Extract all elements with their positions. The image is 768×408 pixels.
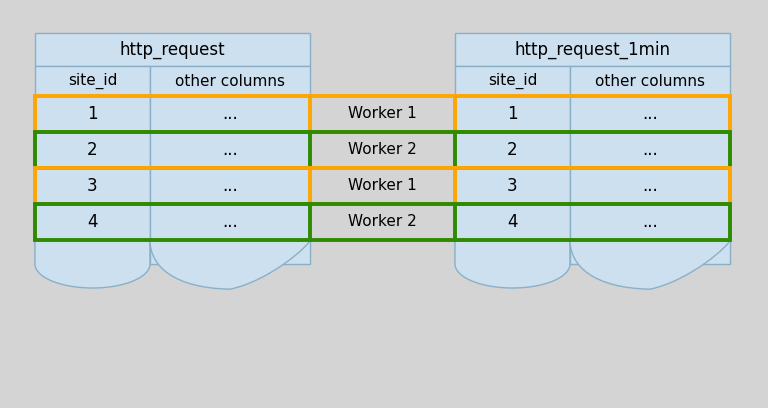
Bar [570,96,730,132]
Text: 4: 4 [507,213,518,231]
Text: 2: 2 [88,141,98,159]
Bar [150,168,310,204]
Bar [570,240,730,264]
Bar [35,66,150,96]
Bar [455,204,730,240]
Bar [35,132,310,168]
Text: ...: ... [642,141,658,159]
Text: http_request: http_request [120,40,225,59]
Text: other columns: other columns [595,73,705,89]
Bar [455,240,570,264]
Text: site_id: site_id [68,73,118,89]
Text: 1: 1 [507,105,518,123]
Text: site_id: site_id [488,73,537,89]
Bar [570,204,730,240]
Bar [455,168,570,204]
Text: http_request_1min: http_request_1min [515,40,670,59]
Bar [35,96,150,132]
Bar [35,33,310,66]
Bar [455,132,730,168]
Bar [35,132,150,168]
Text: 2: 2 [507,141,518,159]
PathPatch shape [35,240,150,288]
Bar [150,66,310,96]
Bar [570,132,730,168]
Bar [455,204,570,240]
Text: Worker 2: Worker 2 [348,215,417,229]
Bar [35,96,310,132]
Text: ...: ... [642,177,658,195]
Text: ...: ... [222,177,238,195]
Bar [455,33,730,66]
PathPatch shape [150,240,310,289]
Bar [35,204,150,240]
Bar [455,96,570,132]
Text: ...: ... [222,105,238,123]
Text: Worker 2: Worker 2 [348,142,417,157]
Text: 3: 3 [88,177,98,195]
Bar [35,168,150,204]
Bar [455,66,570,96]
Bar [150,204,310,240]
Bar [150,240,310,264]
Bar [570,168,730,204]
PathPatch shape [570,240,730,289]
Bar [35,240,150,264]
PathPatch shape [455,240,570,288]
Text: ...: ... [222,213,238,231]
Text: ...: ... [642,213,658,231]
Text: Worker 1: Worker 1 [348,179,417,193]
Bar [570,66,730,96]
Text: ...: ... [642,105,658,123]
Bar [455,132,570,168]
Bar [35,204,310,240]
Text: Worker 1: Worker 1 [348,106,417,122]
Text: other columns: other columns [175,73,285,89]
Bar [150,96,310,132]
Text: ...: ... [222,141,238,159]
Bar [455,96,730,132]
Text: 1: 1 [88,105,98,123]
Bar [35,168,310,204]
Bar [455,168,730,204]
Text: 4: 4 [88,213,98,231]
Bar [150,132,310,168]
Text: 3: 3 [507,177,518,195]
